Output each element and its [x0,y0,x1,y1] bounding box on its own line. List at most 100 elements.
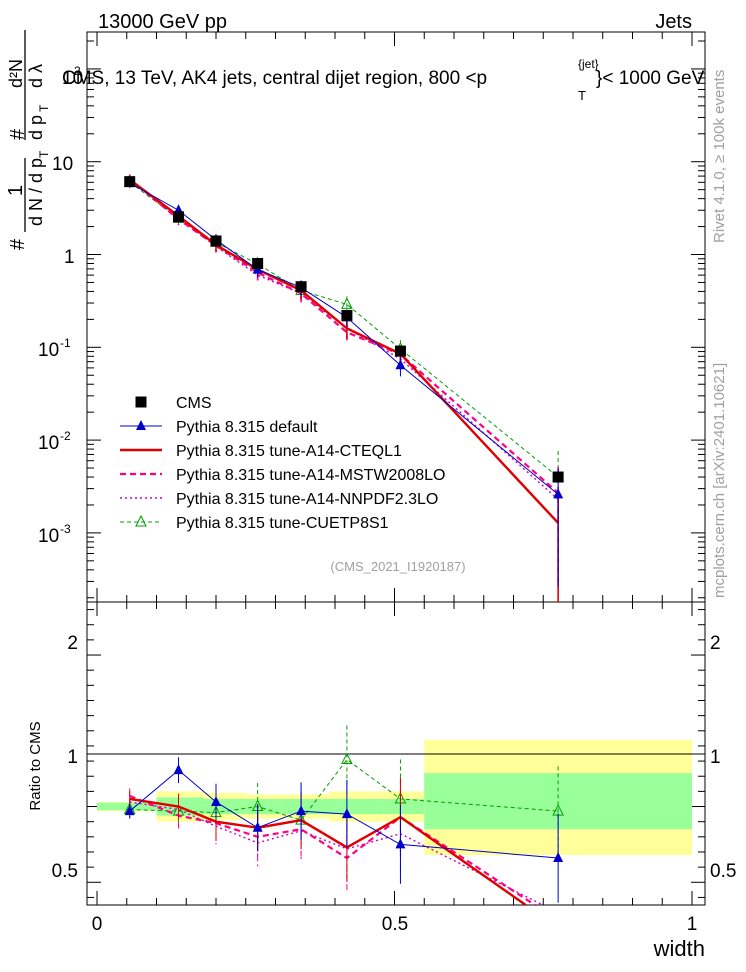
ratio-tick-05-left: 0.5 [52,861,78,882]
y-tick-1e-3: 10 [38,526,59,547]
svg-text:d λ: d λ [26,64,46,88]
series-cuetp8s1 [123,175,564,570]
rivet-label: Rivet 4.1.0, ≥ 100k events [711,70,728,243]
legend-label: Pythia 8.315 tune-A14-MSTW2008LO [176,467,445,484]
ratio-series [123,725,564,906]
legend-marker [135,396,147,408]
band-inner [329,798,377,815]
svg-text:-1: -1 [60,336,71,350]
ratio-point-default [252,821,263,832]
ratio-point-default [173,764,184,775]
legend-item-nnpdf: Pythia 8.315 tune-A14-NNPDF2.3LO [120,491,438,508]
y-axis-label-ratio: Ratio to CMS [27,721,44,810]
point-data [173,211,185,223]
title-sup: {jet} [578,57,599,71]
x-axis-label: width [653,936,705,961]
legend-item-cteql1: Pythia 8.315 tune-A14-CTEQL1 [120,443,402,460]
point-data [394,345,406,357]
ratio-tick-05-right: 0.5 [710,861,736,882]
legend-label: Pythia 8.315 default [176,419,318,436]
svg-text:-3: -3 [60,522,71,536]
point-data [124,176,136,188]
band-inner [204,798,246,815]
point-data [252,258,264,270]
ratio-point-default [553,852,564,863]
svg-text:T: T [37,150,51,158]
ratio-series-default [124,757,564,903]
ratio-point-default [296,805,307,816]
point-cuetp8s1 [341,297,353,309]
legend-item-default: Pythia 8.315 default [120,419,318,436]
point-data [295,281,307,293]
svg-text:#: # [7,238,29,250]
series-line-cuetp8s1 [129,181,559,478]
x-tick-labels: 0 0.5 1 [92,914,698,935]
legend-label: Pythia 8.315 tune-A14-CTEQL1 [176,443,402,460]
legend-label: Pythia 8.315 tune-CUETP8S1 [176,515,389,532]
header-energy: 13000 GeV pp [98,11,227,33]
title-tail: }< 1000 GeV [596,68,705,89]
point-default [395,359,406,370]
ratio-point-cuetp8s1 [341,752,353,765]
series-line-default [129,182,559,495]
y-top-label: 10 [62,68,83,89]
svg-text:1: 1 [5,185,27,196]
ratio-line-default [129,769,559,859]
svg-text:d N / d p: d N / d p [26,158,46,226]
ratio-point-default [395,838,406,849]
y-tick-1: 1 [64,247,75,268]
ratio-line-nnpdf [129,801,544,906]
series-line-nnpdf [129,179,559,500]
legend-item-data: CMS [135,395,212,412]
point-data [552,471,564,483]
ratio-point-default [211,795,221,806]
point-data [341,310,353,322]
svg-text:#: # [7,128,29,140]
legend-item-mstw: Pythia 8.315 tune-A14-MSTW2008LO [120,467,445,484]
y-top-exp: 2 [74,64,81,78]
svg-text:d p: d p [26,115,46,140]
legend-marker [135,514,147,527]
band-inner [97,802,157,811]
ratio-tick-2-left: 2 [67,633,78,654]
y-axis-label-main: # 1 d N / d p T # d²N d p T d λ [5,30,51,250]
ratio-tick-1-right: 1 [710,747,721,768]
legend-label: Pythia 8.315 tune-A14-NNPDF2.3LO [176,491,438,508]
mcplots-label: mcplots.cern.ch [arXiv:2401.10621] [711,363,728,598]
title-main: CMS, 13 TeV, AK4 jets, central dijet reg… [62,68,487,89]
ratio-tick-1-left: 1 [67,747,78,768]
ratio-line-cteql1 [129,797,527,906]
main-y-tick-labels: 10 2 10 1 10 -1 10 -2 10 -3 [38,64,83,547]
point-data [210,235,222,247]
ratio-uncertainty-bands [97,739,692,856]
y-tick-10: 10 [52,154,73,175]
plot-title: CMS, 13 TeV, AK4 jets, central dijet reg… [62,57,705,103]
ratio-point-default [341,808,352,819]
legend-label: CMS [176,395,212,412]
header-jets: Jets [655,11,692,33]
title-sub: T [578,88,586,103]
series-line-cteql1 [129,178,560,524]
ratio-tick-2-right: 2 [710,633,721,654]
legend-item-cuetp8s1: Pythia 8.315 tune-CUETP8S1 [120,514,389,532]
legend: CMS Pythia 8.315 default Pythia 8.315 tune… [120,395,445,532]
svg-text:-2: -2 [60,429,71,443]
band-inner [281,798,330,815]
series-cteql1 [128,175,560,602]
ratio-y-tick-labels: 2 1 0.5 2 1 0.5 [52,633,737,882]
analysis-tag: (CMS_2021_I1920187) [330,559,465,574]
x-tick-05: 0.5 [382,914,408,935]
y-tick-1e-1: 10 [38,340,59,361]
point-default [553,488,564,499]
x-tick-1: 1 [687,914,698,935]
axis-ticks [87,32,705,905]
y-tick-1e-2: 10 [38,433,59,454]
main-series [123,174,564,602]
x-tick-0: 0 [92,914,103,935]
svg-text:d²N: d²N [6,59,26,88]
ratio-point-default [124,805,135,816]
svg-text:T: T [37,104,51,112]
series-data [124,176,564,483]
legend-marker [136,420,146,430]
